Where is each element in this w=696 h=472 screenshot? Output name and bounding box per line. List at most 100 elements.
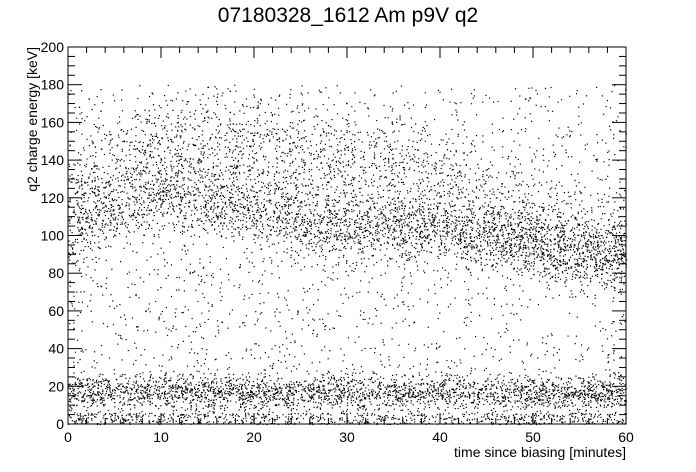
data-point [139,385,142,387]
data-point [119,394,121,397]
data-point [523,422,525,424]
data-point [515,253,517,255]
data-point [434,231,436,233]
data-point [449,417,451,419]
data-point [560,390,562,392]
data-point [614,399,616,401]
data-point [599,281,601,284]
data-point [208,423,210,425]
data-point [470,367,473,369]
data-point [251,392,253,394]
data-point [236,384,238,386]
data-point [204,200,206,202]
data-point [600,381,602,383]
data-point [106,388,108,390]
data-point [379,385,381,387]
data-point [519,245,521,248]
data-point [468,220,470,222]
data-point [498,400,500,402]
data-point [306,413,308,415]
data-point [162,202,164,204]
data-point [422,396,424,398]
data-point [623,392,625,394]
data-point [404,214,406,216]
data-point [543,263,545,265]
data-point [158,208,160,211]
data-point [191,388,194,390]
data-point [392,238,394,240]
data-point [545,388,547,390]
data-point [105,413,107,415]
data-point [621,389,623,391]
data-point [506,261,508,263]
data-point [525,397,527,400]
data-point [245,376,247,378]
data-point [336,239,338,241]
data-point [269,182,271,184]
data-point [439,384,441,386]
data-point [416,211,418,213]
data-point [611,390,613,392]
data-point [280,392,282,394]
data-point [491,226,493,229]
data-point [451,417,453,419]
data-point [487,242,489,244]
data-point [242,394,244,396]
data-point [189,374,191,376]
data-point [398,201,400,203]
data-point [477,404,479,406]
data-point [101,394,103,396]
data-point [151,394,153,396]
data-point [84,393,86,395]
data-point [322,240,324,242]
data-point [565,382,568,384]
data-point [311,384,313,386]
data-point [489,388,491,390]
data-point [564,389,566,391]
data-point [524,233,526,235]
data-point [520,240,522,242]
data-point [516,267,519,269]
data-point [444,423,446,425]
data-point [582,390,584,392]
data-point [471,247,473,249]
data-point [411,211,413,213]
data-point [608,415,610,417]
data-point [619,382,621,384]
data-point [84,390,87,392]
data-point [177,379,179,381]
data-point [380,420,382,422]
data-point [69,383,71,385]
data-point [276,415,278,417]
data-point [89,391,91,393]
data-point [148,194,150,196]
data-point [152,420,154,422]
data-point [312,382,314,385]
data-point [318,229,320,231]
data-point [519,235,521,237]
data-point [499,418,501,421]
data-point [408,238,410,240]
data-point [554,238,556,240]
data-point [336,395,338,397]
data-point [207,211,209,213]
data-point [432,391,434,393]
data-point [388,197,390,199]
data-point [426,382,428,384]
data-point [454,391,456,393]
data-point [305,386,307,388]
data-point [591,394,593,397]
data-point [371,389,373,391]
data-point [204,383,206,385]
data-point [359,393,362,395]
data-point [296,221,298,223]
data-point [401,398,403,400]
data-point [420,391,422,393]
data-point [398,386,400,388]
data-point [122,409,124,412]
data-point [138,415,140,417]
data-point [386,241,388,243]
data-point [328,377,330,379]
data-point [520,393,522,395]
data-point [618,292,620,294]
